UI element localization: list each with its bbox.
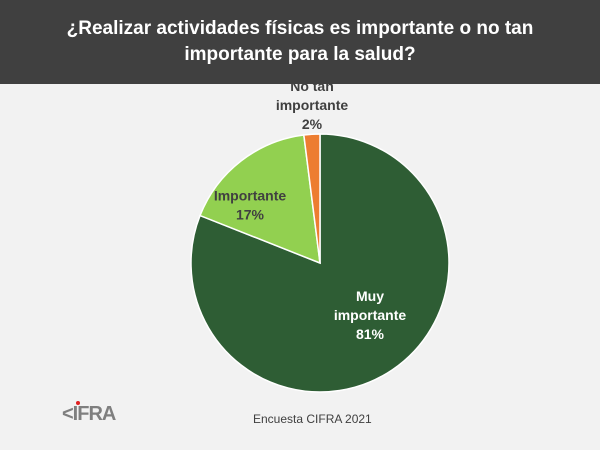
title-bar: ¿Realizar actividades físicas es importa… bbox=[0, 0, 600, 84]
data-label: No tan importante 2% bbox=[276, 78, 349, 132]
pie-slice-no-tan-importante bbox=[302, 133, 321, 264]
pie-slice-importante bbox=[199, 134, 321, 265]
data-label: Importante 17% bbox=[214, 188, 287, 223]
chart-title: ¿Realizar actividades físicas es importa… bbox=[66, 18, 534, 65]
cifra-logo: <IFRA bbox=[62, 401, 116, 425]
source-note: Encuesta CIFRA 2021 bbox=[253, 412, 372, 426]
data-label: Muy importante 81% bbox=[334, 288, 407, 342]
